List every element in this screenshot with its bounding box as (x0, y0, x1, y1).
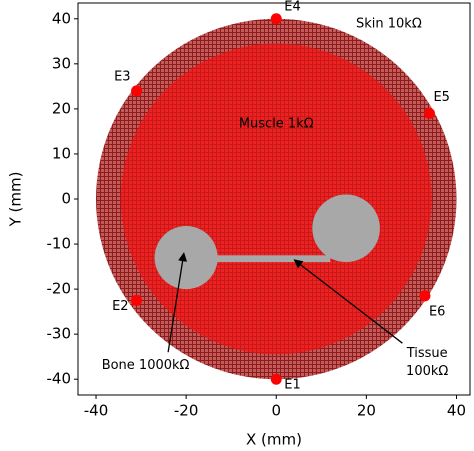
electrode (270, 13, 282, 25)
x-tick-label: 0 (271, 402, 281, 420)
electrode-label: E6 (429, 304, 446, 319)
electrode-label: E3 (114, 69, 131, 84)
annotation-arrow (293, 259, 403, 344)
y-tick-label: -10 (47, 235, 72, 253)
electrode (423, 107, 435, 119)
y-tick-label: 0 (61, 190, 71, 208)
x-tick-label: 40 (447, 402, 466, 420)
electrode-label: E1 (284, 378, 301, 393)
electrode (131, 294, 143, 306)
y-tick-label: 40 (52, 9, 71, 27)
plot-area (96, 18, 457, 380)
y-tick-label: 30 (52, 54, 71, 72)
y-tick-label: -40 (47, 370, 72, 388)
annotation: Tissue (406, 346, 448, 361)
electrode-label: E5 (433, 90, 450, 105)
y-tick-label: -30 (47, 325, 72, 343)
x-tick-label: 20 (357, 402, 376, 420)
electrode-label: E2 (112, 299, 129, 314)
electrode (270, 373, 282, 385)
y-tick-label: 20 (52, 99, 71, 117)
annotation: Skin 10kΩ (356, 17, 422, 32)
electrode (131, 85, 143, 97)
region (120, 43, 432, 355)
x-axis-label: X (mm) (246, 431, 302, 449)
electrode (419, 290, 431, 302)
x-tick-label: -40 (84, 402, 109, 420)
electrode-label: E4 (284, 0, 301, 14)
x-tick-label: -20 (174, 402, 199, 420)
annotation: 100kΩ (406, 364, 448, 379)
annotation: Bone 1000kΩ (102, 358, 190, 373)
annotation: Muscle 1kΩ (239, 117, 314, 132)
annotation-arrow (167, 252, 188, 353)
y-tick-label: 10 (52, 144, 71, 162)
region (186, 255, 331, 263)
y-axis-label: Y (mm) (7, 172, 25, 228)
y-tick-label: -20 (47, 280, 72, 298)
region (312, 194, 380, 263)
